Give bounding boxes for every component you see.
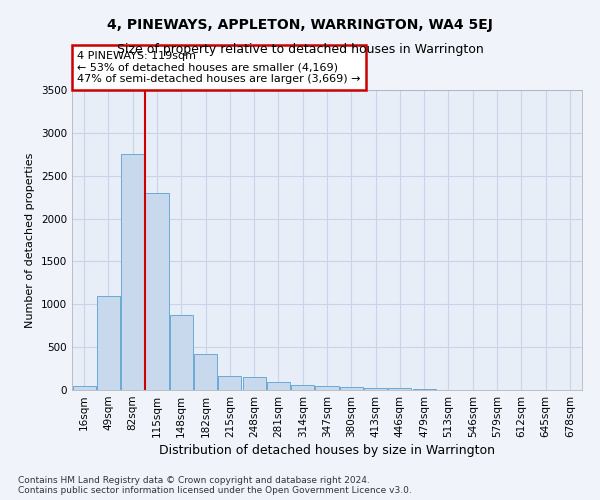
Bar: [316, 386, 338, 390]
Text: Contains HM Land Registry data © Crown copyright and database right 2024.
Contai: Contains HM Land Registry data © Crown c…: [18, 476, 412, 495]
Text: 4 PINEWAYS: 119sqm
← 53% of detached houses are smaller (4,169)
47% of semi-deta: 4 PINEWAYS: 119sqm ← 53% of detached hou…: [77, 51, 361, 84]
Bar: [170, 316, 193, 390]
Bar: [218, 376, 241, 390]
Bar: [291, 386, 314, 390]
Text: 4, PINEWAYS, APPLETON, WARRINGTON, WA4 5EJ: 4, PINEWAYS, APPLETON, WARRINGTON, WA4 5…: [107, 18, 493, 32]
Bar: [388, 388, 412, 390]
Bar: [145, 193, 169, 390]
Bar: [73, 386, 95, 390]
Y-axis label: Number of detached properties: Number of detached properties: [25, 152, 35, 328]
Bar: [194, 354, 217, 390]
Bar: [242, 376, 266, 390]
Text: Size of property relative to detached houses in Warrington: Size of property relative to detached ho…: [116, 42, 484, 56]
X-axis label: Distribution of detached houses by size in Warrington: Distribution of detached houses by size …: [159, 444, 495, 457]
Bar: [413, 389, 436, 390]
Bar: [121, 154, 144, 390]
Bar: [97, 296, 120, 390]
Bar: [340, 387, 363, 390]
Bar: [364, 388, 387, 390]
Bar: [267, 382, 290, 390]
